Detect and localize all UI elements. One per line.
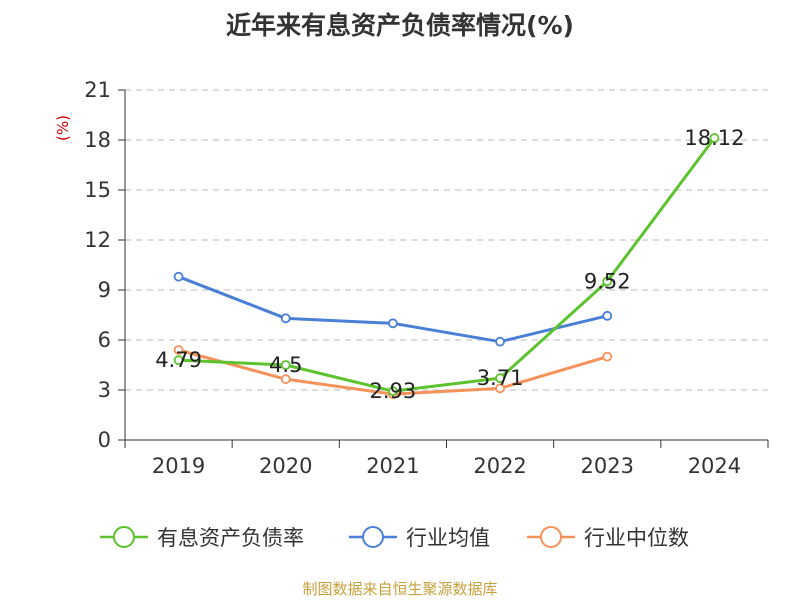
y-tick-label: 0 xyxy=(98,428,111,452)
data-point xyxy=(709,133,720,143)
data-point xyxy=(495,373,505,384)
data-label: 4.79 xyxy=(155,348,202,372)
data-point xyxy=(495,336,505,347)
data-label: 4.5 xyxy=(269,353,302,377)
legend-swatch-marker xyxy=(540,526,562,548)
series-line xyxy=(178,137,716,393)
x-tick-label: 2023 xyxy=(581,454,634,478)
y-axis-unit-label: (%) xyxy=(54,115,72,141)
x-tick-label: 2022 xyxy=(473,454,526,478)
y-tick-label: 18 xyxy=(84,128,111,152)
data-point xyxy=(173,271,184,282)
y-tick-label: 9 xyxy=(98,278,111,302)
legend-label: 行业中位数 xyxy=(584,526,689,550)
x-tick-label: 2021 xyxy=(366,454,419,478)
data-point xyxy=(280,360,291,370)
data-point xyxy=(173,355,184,366)
data-labels: 4.79 4.5 2.93 3.71 9.52 18.12 xyxy=(155,126,744,403)
data-point xyxy=(602,351,613,362)
data-label: 9.52 xyxy=(584,269,631,293)
data-label: 18.12 xyxy=(684,126,744,150)
y-tick-label: 15 xyxy=(84,178,111,202)
data-point xyxy=(280,313,291,324)
legend-label: 行业均值 xyxy=(406,526,490,550)
series-lines xyxy=(173,133,720,400)
data-point xyxy=(495,383,505,394)
y-tick-label: 21 xyxy=(84,78,111,102)
y-tick-label: 6 xyxy=(98,328,111,352)
data-point xyxy=(602,310,613,321)
x-tick-label: 2020 xyxy=(259,454,312,478)
legend: 有息资产负债率 行业均值 行业中位数 xyxy=(100,526,689,550)
y-tick-label: 12 xyxy=(84,228,111,252)
data-point xyxy=(173,345,184,355)
axes: 0 3 6 9 12 15 18 21 2019 2020 2021 2022 2023 2024 xyxy=(84,78,769,478)
grid-lines xyxy=(125,89,768,391)
x-tick-label: 2024 xyxy=(688,454,741,478)
data-label: 3.71 xyxy=(477,366,524,390)
legend-swatch-marker xyxy=(362,526,384,548)
data-point xyxy=(280,374,291,385)
data-label: 2.93 xyxy=(370,379,417,403)
legend-label: 有息资产负债率 xyxy=(157,526,304,550)
data-point xyxy=(388,318,398,329)
data-point xyxy=(602,276,613,287)
x-tick-label: 2019 xyxy=(152,454,205,478)
chart-title: 近年来有息资产负债率情况(%) xyxy=(226,11,574,40)
y-tick-label: 3 xyxy=(98,378,111,402)
data-point xyxy=(388,386,398,397)
source-note: 制图数据来自恒生聚源数据库 xyxy=(302,580,498,598)
series-line xyxy=(178,275,608,344)
legend-swatch-marker xyxy=(113,526,135,548)
